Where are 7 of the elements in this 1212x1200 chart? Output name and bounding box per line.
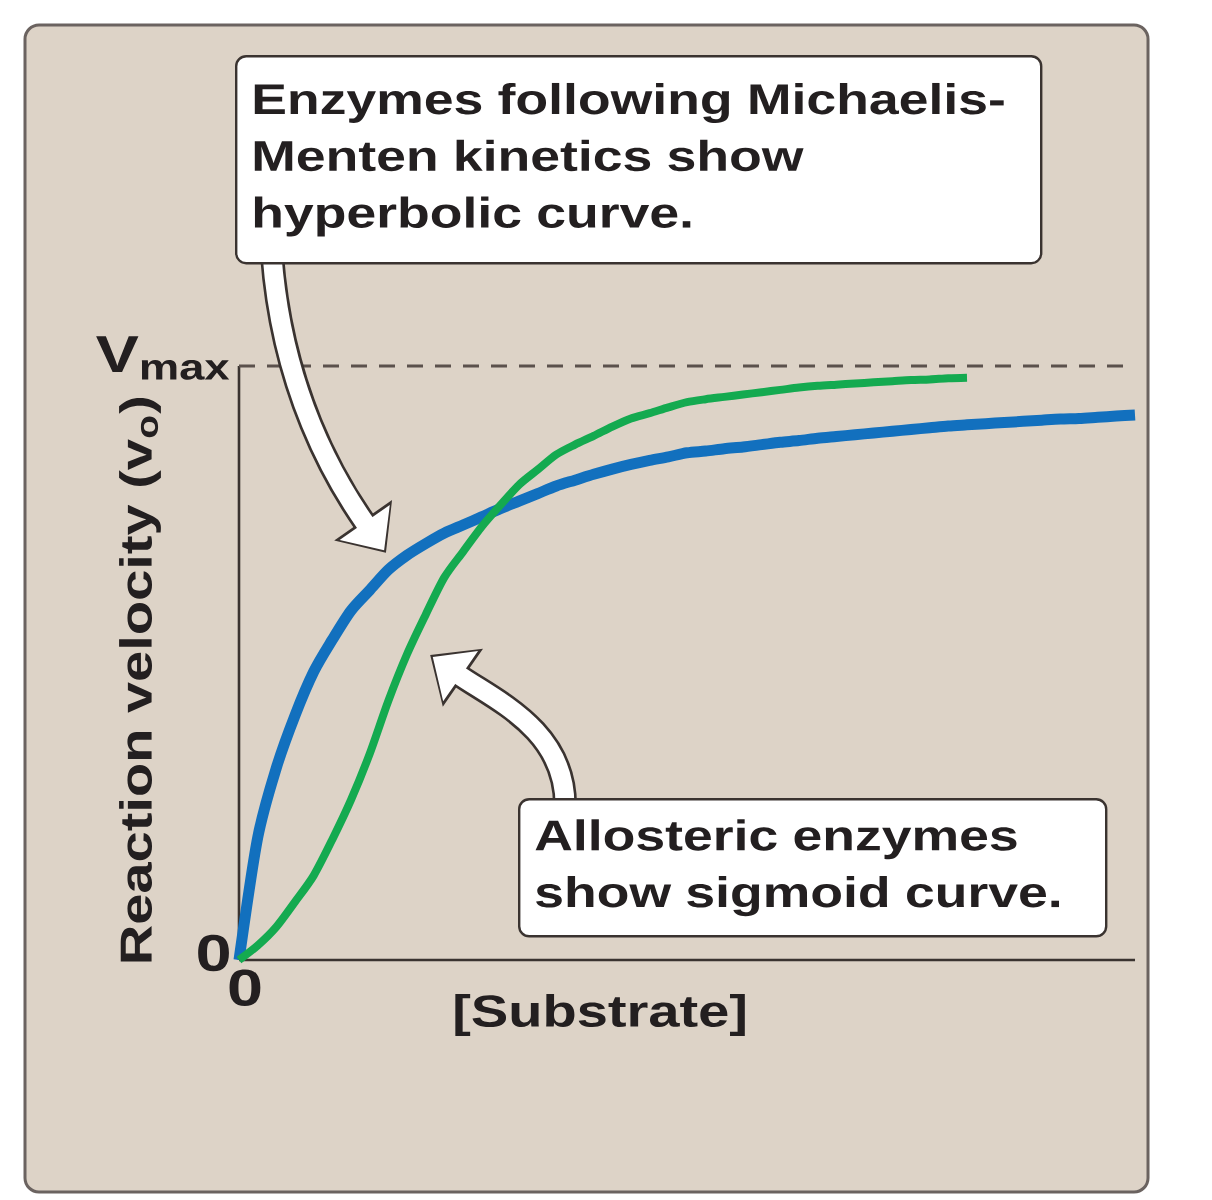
x-axis-title: [Substrate] bbox=[455, 994, 745, 1036]
text: 0 bbox=[229, 969, 261, 1007]
y-axis-title: Reaction velocity (v$_{o}$) bbox=[119, 398, 161, 962]
text: 0 bbox=[198, 934, 229, 972]
annotation: Allosteric enzymes show sigmoid curve. bbox=[535, 819, 1059, 917]
text: Enzymes following Michaelis-Menten kinetics show hyperbolic curve. bbox=[254, 82, 1004, 237]
ref-line-label: V$_{max}$ bbox=[96, 336, 230, 380]
